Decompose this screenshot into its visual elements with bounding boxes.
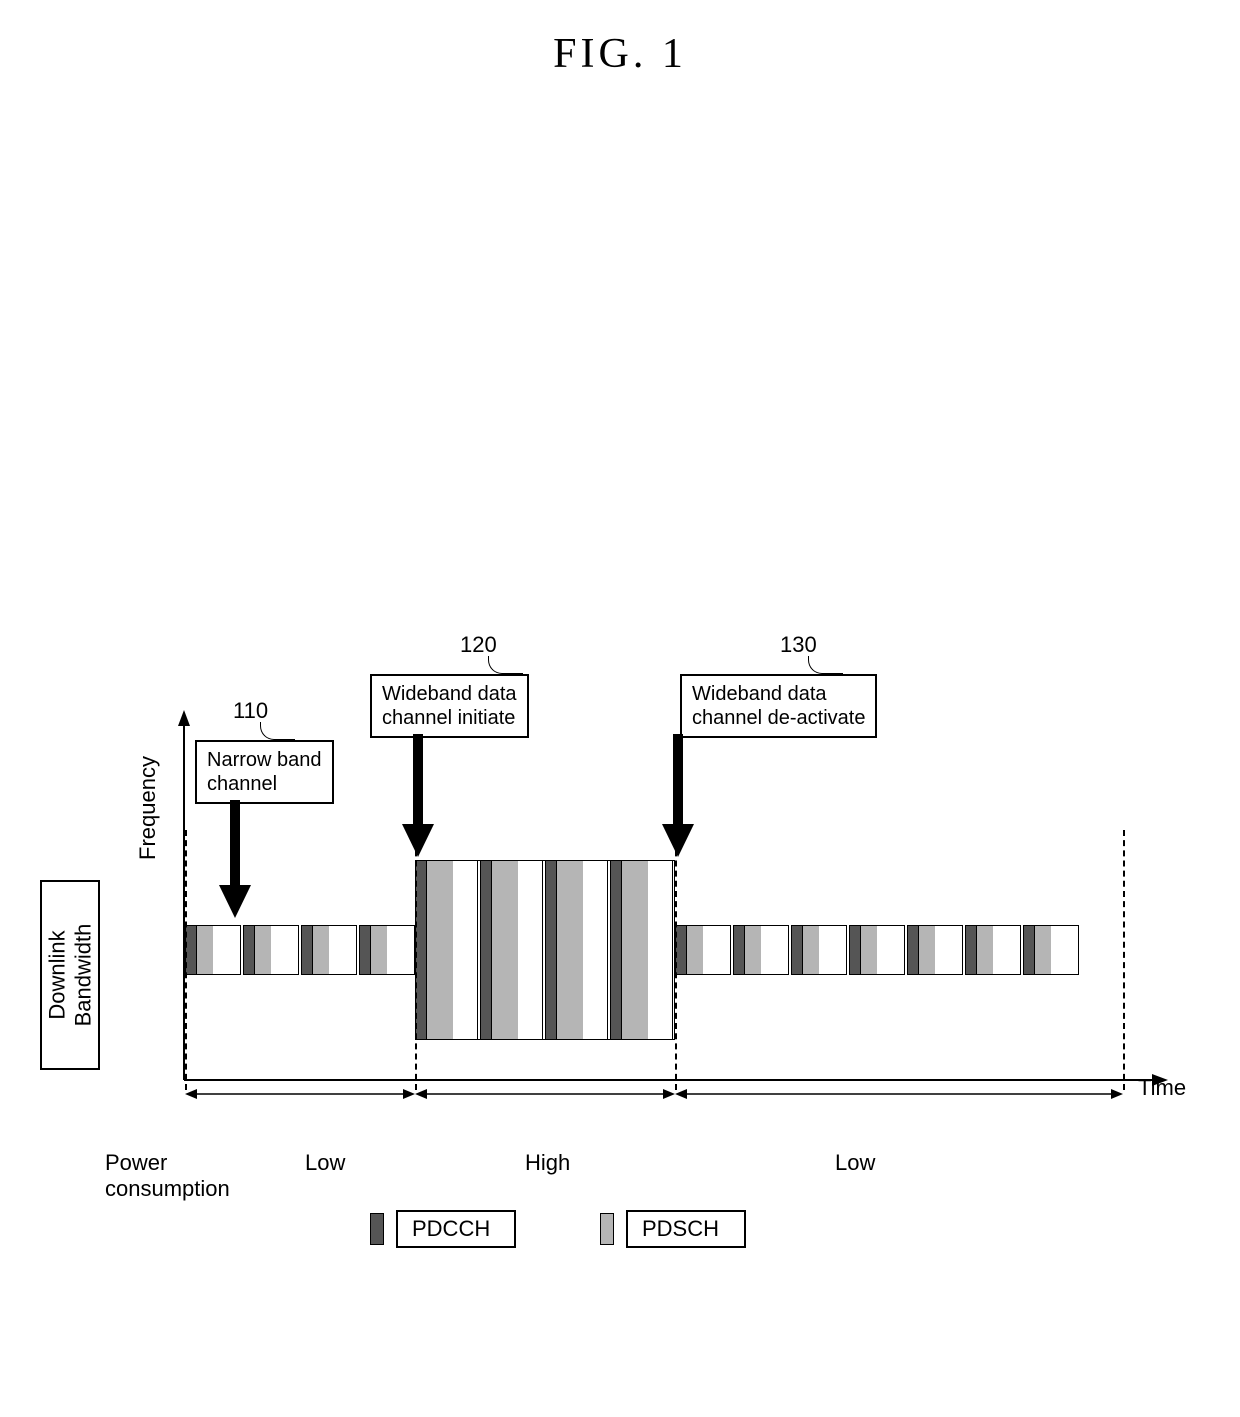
pdsch-fill (687, 925, 703, 975)
frequency-axis-label: Frequency (135, 756, 161, 860)
dash-2 (415, 830, 417, 1090)
ref-110: 110 (233, 698, 268, 724)
ref-line-110 (260, 722, 295, 740)
ref-120: 120 (460, 632, 497, 658)
pdcch-bar (733, 925, 745, 975)
ref-line-120 (488, 656, 523, 674)
pdsch-fill (919, 925, 935, 975)
callout-wideband-initiate: Wideband data channel initiate (370, 674, 529, 738)
pdcch-bar (849, 925, 861, 975)
pdsch-fill (255, 925, 271, 975)
time-axis-label: Time (1138, 1075, 1186, 1101)
pdsch-fill (1035, 925, 1051, 975)
pdcch-bar (907, 925, 919, 975)
pdsch-fill (371, 925, 387, 975)
segment-arrows (185, 1084, 1125, 1104)
pdcch-bar (965, 925, 977, 975)
downlink-bandwidth-label: Downlink Bandwidth (40, 880, 100, 1070)
downlink-bandwidth-text: Downlink Bandwidth (44, 924, 96, 1027)
pdcch-bar (1023, 925, 1035, 975)
pdcch-swatch (370, 1213, 384, 1245)
chart-area (185, 830, 1125, 1070)
pdcch-bar (359, 925, 371, 975)
pdsch-fill (313, 925, 329, 975)
power-seg3: Low (835, 1150, 875, 1176)
figure-title: FIG. 1 (553, 30, 687, 78)
ref-130: 130 (780, 632, 817, 658)
pdsch-fill (977, 925, 993, 975)
dash-4 (1123, 830, 1125, 1090)
pdcch-bar (791, 925, 803, 975)
callout-wideband-deactivate: Wideband data channel de-activate (680, 674, 877, 738)
callout-narrow-band: Narrow band channel (195, 740, 334, 804)
diagram: Downlink Bandwidth Frequency 110 Narrow … (40, 680, 1200, 1380)
pdsch-fill (197, 925, 213, 975)
dash-3 (675, 830, 677, 1090)
pdsch-fill (861, 925, 877, 975)
pdsch-fill (745, 925, 761, 975)
power-label: Power consumption (105, 1150, 230, 1202)
pdcch-legend-label: PDCCH (396, 1210, 516, 1248)
dash-1 (185, 830, 187, 1090)
ref-line-130 (808, 656, 843, 674)
pdcch-bar (301, 925, 313, 975)
legend: PDCCH PDSCH (370, 1210, 746, 1248)
wide-segment-border (415, 860, 675, 1040)
power-seg2: High (525, 1150, 570, 1176)
pdsch-swatch (600, 1213, 614, 1245)
pdsch-fill (803, 925, 819, 975)
pdcch-bar (243, 925, 255, 975)
pdsch-legend-label: PDSCH (626, 1210, 746, 1248)
power-seg1: Low (305, 1150, 345, 1176)
